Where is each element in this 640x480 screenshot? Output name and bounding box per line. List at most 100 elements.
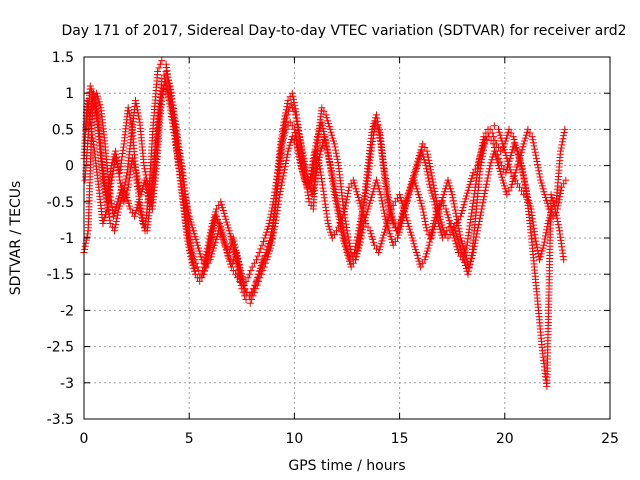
data-point-track-b: [426, 235, 434, 243]
data-point-track-c: [163, 70, 171, 78]
data-point-track-d: [460, 256, 468, 264]
data-point-track-b: [247, 267, 255, 275]
data-point-track-d: [322, 139, 330, 147]
data-point-track-d: [560, 129, 568, 136]
data-point-track-d: [405, 191, 413, 199]
data-point-track-d: [541, 235, 549, 243]
data-point-track-d: [427, 186, 435, 194]
data-point-track-c: [421, 214, 428, 222]
data-point-track-d: [432, 207, 440, 215]
data-point-track-c: [415, 191, 422, 199]
data-point-track-d: [237, 267, 245, 275]
data-point-track-b: [257, 245, 265, 253]
data-point-track-d: [280, 126, 288, 134]
data-point-track-b: [553, 214, 561, 222]
data-point-track-d: [385, 194, 393, 202]
data-point-track-d: [221, 237, 229, 245]
data-point-track-d: [408, 182, 416, 190]
data-point-track-b: [416, 260, 424, 268]
data-point-track-d: [467, 255, 475, 263]
data-point-track-c: [509, 178, 517, 185]
data-point-track-d: [111, 224, 119, 232]
data-point-track-b: [548, 194, 556, 201]
data-point-track-c: [228, 235, 236, 243]
data-point-track-c: [352, 253, 360, 261]
data-point-track-b: [342, 199, 350, 207]
data-point-track-c: [361, 217, 369, 225]
data-point-track-c: [296, 159, 304, 166]
data-point-track-d: [123, 172, 130, 180]
data-point-track-d: [266, 234, 274, 242]
data-point-track-d: [380, 159, 387, 167]
data-point-track-d: [413, 165, 421, 172]
data-point-track-b: [538, 347, 546, 355]
data-point-track-c: [226, 230, 234, 238]
data-point-track-b: [375, 249, 383, 256]
data-point-track-a: [326, 125, 334, 133]
data-point-track-d: [206, 240, 214, 248]
data-point-track-c: [373, 176, 380, 184]
data-point-track-d: [532, 237, 540, 245]
data-point-track-d: [536, 253, 544, 261]
data-point-track-a: [330, 137, 337, 145]
data-point-track-c: [428, 231, 436, 239]
data-point-track-c: [153, 136, 161, 144]
data-point-track-d: [478, 152, 486, 160]
data-point-track-d: [224, 252, 232, 260]
data-point-track-d: [512, 144, 520, 151]
data-point-track-d: [355, 227, 363, 235]
data-point-track-c: [319, 124, 327, 132]
data-point-track-d: [472, 208, 480, 216]
data-point-track-b: [424, 244, 432, 252]
data-point-track-d: [144, 180, 152, 188]
data-point-track-c: [510, 175, 518, 183]
data-point-track-b: [415, 257, 423, 265]
data-point-track-b: [559, 253, 567, 260]
data-point-track-b: [407, 231, 415, 239]
data-point-track-d: [295, 130, 303, 137]
data-point-track-d: [338, 220, 346, 227]
y-tick-label: 1: [65, 86, 74, 102]
data-point-track-d: [515, 151, 522, 159]
data-point-track-b: [417, 263, 425, 271]
data-point-track-d: [519, 172, 527, 180]
data-point-track-a: [325, 120, 332, 128]
data-point-track-c: [481, 190, 489, 197]
data-point-track-c: [451, 206, 459, 214]
data-point-track-b: [125, 199, 133, 207]
data-point-track-b: [443, 208, 451, 216]
data-point-track-c: [224, 224, 232, 232]
data-point-track-c: [381, 212, 389, 220]
data-point-track-d: [121, 181, 129, 189]
data-point-track-d: [542, 229, 550, 237]
data-point-track-c: [318, 118, 326, 126]
data-point-track-d: [399, 211, 407, 219]
data-point-track-b: [507, 129, 515, 137]
data-point-track-c: [419, 205, 427, 213]
data-point-track-a: [328, 131, 336, 139]
data-point-track-a: [461, 198, 469, 206]
data-point-track-d: [443, 227, 451, 235]
data-point-track-c: [297, 162, 305, 170]
data-point-track-c: [534, 164, 542, 172]
data-point-track-c: [293, 143, 301, 151]
data-point-track-b: [288, 122, 296, 130]
data-point-track-d: [334, 201, 342, 209]
data-point-track-c: [313, 136, 321, 144]
data-point-track-b: [343, 196, 351, 204]
data-point-track-d: [414, 159, 422, 167]
data-point-track-c: [391, 238, 399, 246]
data-point-track-c: [222, 215, 230, 223]
data-point-track-b: [343, 193, 351, 201]
data-point-track-c: [355, 244, 363, 252]
data-point-track-d: [236, 264, 244, 272]
data-point-track-b: [227, 263, 235, 271]
data-point-track-c: [294, 149, 302, 157]
data-point-track-b: [195, 247, 203, 255]
data-point-track-b: [325, 222, 333, 230]
data-point-track-d: [292, 114, 300, 122]
data-markers: [80, 57, 570, 390]
data-point-track-c: [394, 231, 402, 239]
data-point-track-d: [335, 207, 343, 215]
data-point-track-d: [258, 263, 266, 271]
